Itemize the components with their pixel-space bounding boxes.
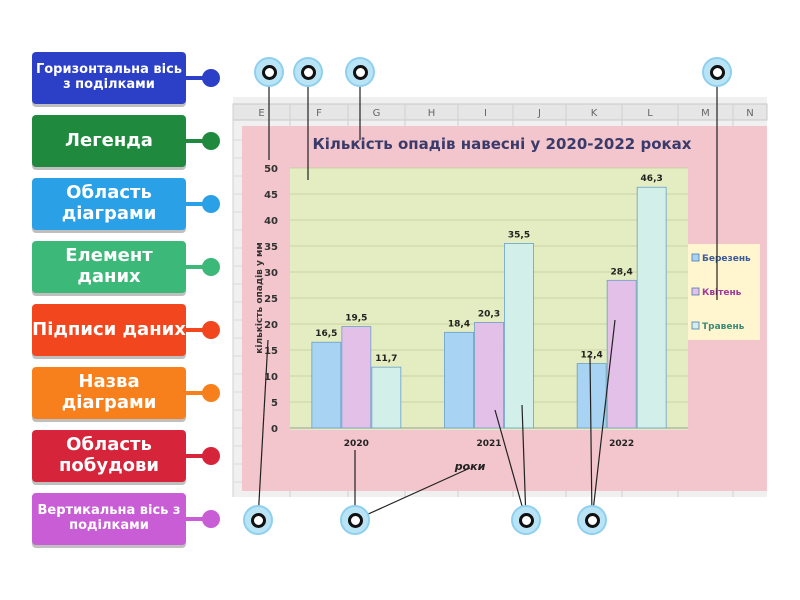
column-header-G: G (373, 108, 381, 119)
label-tile-4[interactable]: Елемент даних (32, 241, 186, 293)
bar (444, 331, 474, 429)
drop-target-pin-2[interactable] (293, 57, 323, 87)
y-tick-label: 35 (264, 242, 278, 253)
label-dot-icon (202, 69, 220, 87)
label-connector (186, 139, 204, 143)
x-tick-label: 2022 (609, 439, 634, 449)
data-label: 16,5 (315, 329, 337, 339)
pin-connector-line (257, 339, 269, 521)
x-tick-label: 2020 (344, 439, 369, 449)
drop-target-pin-1[interactable] (254, 57, 284, 87)
legend-label: Травень (702, 322, 745, 332)
label-connector (186, 76, 204, 80)
label-tile-5[interactable]: Підписи даних (32, 304, 186, 356)
y-tick-label: 50 (264, 164, 278, 175)
data-label: 12,4 (581, 351, 603, 361)
pin-connector-line (354, 467, 471, 521)
chart-title: Кількість опадів навесні у 2020-2022 рок… (313, 135, 692, 153)
y-tick-label: 25 (264, 294, 278, 305)
y-axis-label: кількість опадів у мм (254, 242, 265, 353)
drop-target-pin-8[interactable] (577, 505, 607, 535)
x-axis-label: роки (454, 460, 486, 473)
y-tick-label: 5 (271, 398, 278, 409)
bar (341, 326, 372, 429)
bar (606, 279, 637, 429)
bar (474, 322, 504, 429)
label-dot-icon (202, 510, 220, 528)
legend-label: Квітень (702, 287, 742, 298)
drop-target-pin-3[interactable] (345, 57, 375, 87)
legend-box (688, 244, 760, 340)
label-tile-1[interactable]: Горизонтальна вісь з поділками (32, 52, 186, 104)
y-tick-label: 30 (264, 268, 278, 279)
label-connector (186, 328, 204, 332)
column-header-J: J (537, 108, 541, 119)
column-header-H: H (428, 108, 436, 119)
column-header-F: F (316, 108, 322, 119)
label-dot-icon (202, 321, 220, 339)
pin-connector-line (521, 404, 527, 521)
column-header-E: E (258, 108, 264, 119)
label-dot-icon (202, 195, 220, 213)
label-tile-6[interactable]: Назва діаграми (32, 367, 186, 419)
label-tile-7[interactable]: Область побудови (32, 430, 186, 482)
drop-target-pin-6[interactable] (340, 505, 370, 535)
legend-swatch (691, 287, 700, 296)
bar (636, 186, 667, 429)
pin-connector-line (589, 355, 593, 521)
label-connector (186, 454, 204, 458)
legend-swatch (691, 253, 700, 262)
column-header-I: I (484, 108, 487, 119)
y-tick-label: 45 (264, 190, 278, 201)
y-tick-label: 40 (264, 216, 278, 227)
label-tile-2[interactable]: Легенда (32, 115, 186, 167)
legend-swatch (691, 321, 700, 330)
label-tile-8[interactable]: Вертикальна вісь з поділками (32, 493, 186, 545)
pin-connector-line (591, 319, 616, 521)
data-label: 18,4 (448, 319, 470, 329)
column-header-K: K (591, 108, 598, 119)
label-dot-icon (202, 384, 220, 402)
data-label: 19,5 (345, 314, 367, 324)
pin-connector-line (494, 409, 527, 521)
column-header-N: N (746, 108, 753, 119)
y-tick-label: 0 (271, 424, 278, 435)
label-dot-icon (202, 258, 220, 276)
label-tile-3[interactable]: Область діаграми (32, 178, 186, 230)
label-connector (186, 265, 204, 269)
data-label: 35,5 (508, 230, 530, 240)
data-label: 11,7 (375, 354, 397, 364)
legend-label: Березень (702, 254, 751, 264)
label-connector (186, 391, 204, 395)
bar (311, 341, 342, 429)
y-tick-label: 15 (264, 346, 278, 357)
x-tick-label: 2021 (476, 439, 501, 449)
label-dot-icon (202, 132, 220, 150)
bar (504, 242, 534, 429)
column-header-L: L (647, 108, 653, 119)
column-header-bar (232, 103, 768, 121)
drop-target-pin-4[interactable] (702, 57, 732, 87)
bar (576, 363, 607, 429)
data-label: 28,4 (611, 267, 633, 277)
label-connector (186, 202, 204, 206)
label-connector (186, 517, 204, 521)
data-label: 46,3 (641, 174, 663, 184)
y-tick-label: 20 (264, 320, 278, 331)
label-dot-icon (202, 447, 220, 465)
drop-target-pin-5[interactable] (243, 505, 273, 535)
bar (371, 366, 402, 429)
data-label: 20,3 (478, 309, 500, 319)
column-header-M: M (701, 108, 710, 119)
y-tick-label: 10 (264, 372, 278, 383)
drop-target-pin-7[interactable] (511, 505, 541, 535)
